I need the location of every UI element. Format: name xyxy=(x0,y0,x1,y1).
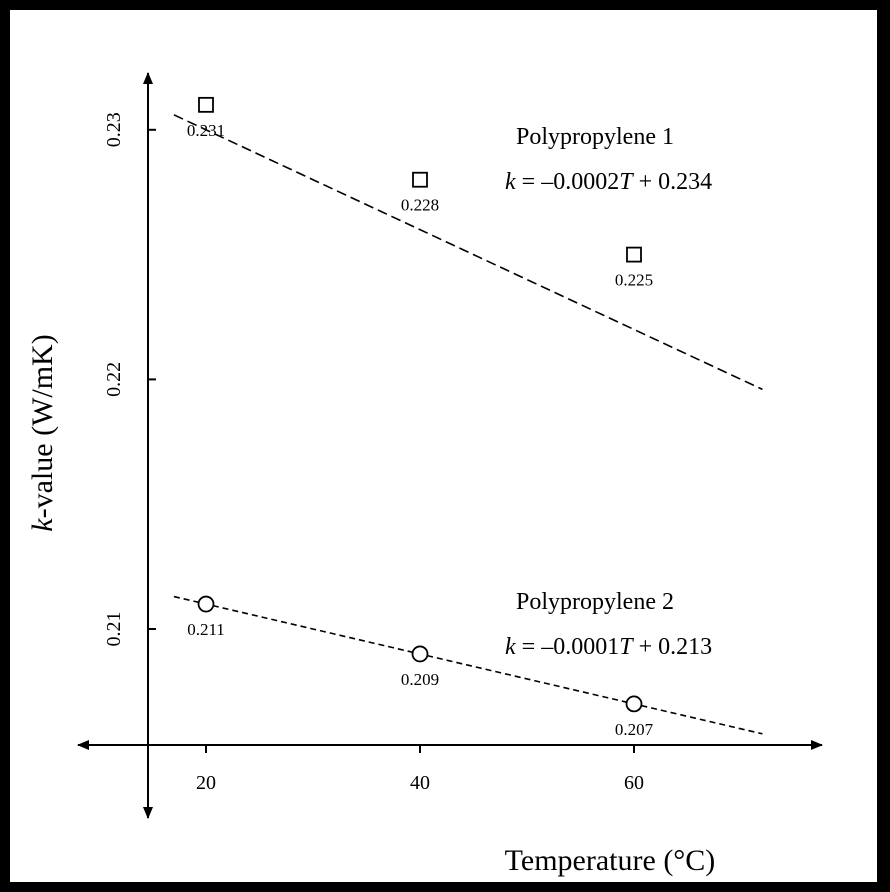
series-1-equation: k = –0.0002T + 0.234 xyxy=(505,169,712,195)
series-2-point-1 xyxy=(197,595,215,613)
y-tick-label-0.22: 0.22 xyxy=(103,362,125,397)
y-axis-title: k-value (W/mK) xyxy=(26,334,59,531)
eq1-k: k xyxy=(505,169,516,195)
eq2-rest: + 0.213 xyxy=(633,634,713,660)
series-2-point-3 xyxy=(625,695,643,713)
y-axis-title-italic: k xyxy=(26,518,59,532)
y-axis-title-rest: -value (W/mK) xyxy=(26,334,59,518)
eq2-slope: = –0.0001 xyxy=(516,634,620,660)
y-tick-label-0.23: 0.23 xyxy=(103,112,125,147)
eq1-slope: = –0.0002 xyxy=(516,169,620,195)
eq2-T: T xyxy=(619,634,634,660)
series-1-point-1 xyxy=(198,96,214,113)
series-1-name: Polypropylene 1 xyxy=(516,124,674,150)
x-tick-label-60: 60 xyxy=(624,772,644,794)
chart-marks: 20 40 60 0.21 0.22 0.23 0.231 0.228 0.225 0.211 0.… xyxy=(103,96,763,794)
series-1-data-label-3: 0.225 xyxy=(615,271,653,290)
series-2-data-label-3: 0.207 xyxy=(615,720,654,739)
eq1-rest: + 0.234 xyxy=(633,169,713,195)
eq1-T: T xyxy=(619,169,634,195)
y-tick-label-0.21: 0.21 xyxy=(103,612,125,647)
x-tick-label-20: 20 xyxy=(196,772,216,794)
series-2-data-label-1: 0.211 xyxy=(187,620,225,639)
eq2-k: k xyxy=(505,634,516,660)
series-2-name: Polypropylene 2 xyxy=(516,589,674,615)
series-1-data-label-2: 0.228 xyxy=(401,196,439,215)
x-axis-title: Temperature (°C) xyxy=(505,844,716,877)
series-2-point-2 xyxy=(411,645,429,663)
series-2-fit-line xyxy=(173,595,763,735)
series-1-fit-line xyxy=(173,114,763,391)
series-2-equation: k = –0.0001T + 0.213 xyxy=(505,634,712,660)
series-1-point-3 xyxy=(626,246,642,263)
x-tick-label-40: 40 xyxy=(410,772,430,794)
series-1-data-label-1: 0.231 xyxy=(187,121,225,140)
series-1-point-2 xyxy=(412,171,428,188)
series-2-data-label-2: 0.209 xyxy=(401,670,439,689)
